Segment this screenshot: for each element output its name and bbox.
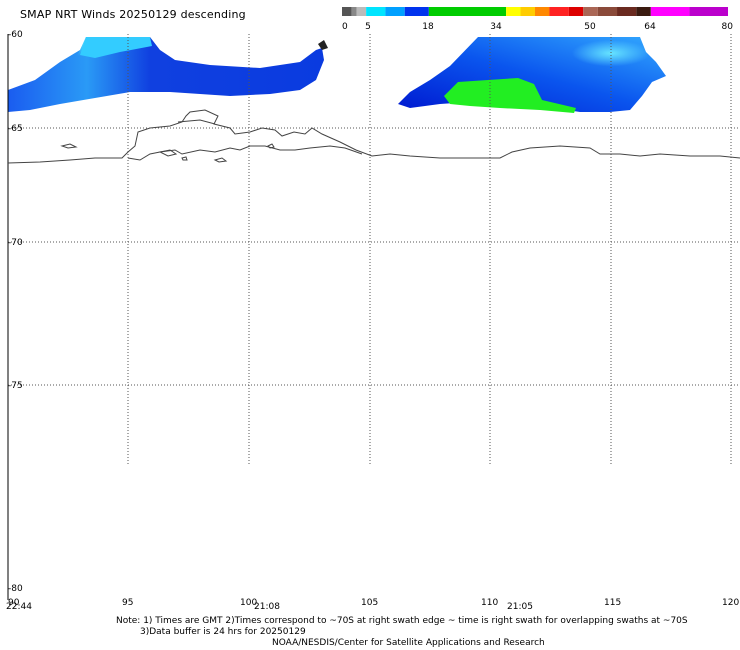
lat-label-75: -75 — [8, 381, 23, 391]
lon-label-105: 105 — [361, 598, 378, 608]
colorbar-segment — [351, 7, 357, 16]
colorbar-tick-label: 5 — [365, 22, 371, 32]
colorbar-segment — [535, 7, 550, 16]
lat-label-70: -70 — [8, 238, 23, 248]
wind-swath-left — [8, 37, 324, 112]
swath-time-label: 21:05 — [507, 602, 533, 612]
lon-label-95: 95 — [122, 598, 133, 608]
swath-time-label: 21:08 — [254, 602, 280, 612]
colorbar-tick-label: 50 — [584, 22, 596, 32]
lat-label-65: -65 — [8, 124, 23, 134]
note-line-1: Note: 1) Times are GMT 2)Times correspon… — [116, 616, 688, 626]
note-line-2: 3)Data buffer is 24 hrs for 20250129 — [140, 627, 306, 637]
colorbar-segment — [506, 7, 521, 16]
colorbar-segment — [617, 7, 637, 16]
colorbar-tick-label: 0 — [342, 22, 348, 32]
lon-label-110: 110 — [481, 598, 498, 608]
colorbar-segment — [636, 7, 651, 16]
wind-speed-colorbar: 0 5 18 34 50 64 80 — [342, 7, 734, 32]
page-title: SMAP NRT Winds 20250129 descending — [20, 8, 246, 21]
lat-label-60: -60 — [8, 30, 23, 40]
colorbar-tick-label: 18 — [422, 22, 434, 32]
lon-label-120: 120 — [722, 598, 739, 608]
wind-swath-green — [444, 78, 576, 113]
colorbar-segment — [404, 7, 429, 16]
colorbar-tick-label: 34 — [490, 22, 502, 32]
colorbar-segment — [428, 7, 507, 16]
colorbar-segment — [568, 7, 584, 16]
colorbar-segment — [342, 7, 352, 16]
swath-time-label: 22:44 — [6, 602, 32, 612]
antarctic-coastline — [7, 109, 740, 164]
colorbar-segment — [597, 7, 618, 16]
colorbar-segment — [583, 7, 598, 16]
colorbar-segment — [689, 7, 728, 16]
lat-label-80: -80 — [8, 584, 23, 594]
colorbar-segment — [520, 7, 535, 16]
lon-label-115: 115 — [604, 598, 621, 608]
colorbar-segment — [385, 7, 405, 16]
colorbar-tick-label: 64 — [644, 22, 656, 32]
lon-label-90: 90 — [8, 598, 20, 608]
lon-label-100: 100 — [240, 598, 257, 608]
colorbar-tick-label: 80 — [722, 22, 734, 32]
colorbar-segment — [356, 7, 367, 16]
colorbar-segment — [366, 7, 386, 16]
note-line-3: NOAA/NESDIS/Center for Satellite Applica… — [272, 638, 545, 648]
colorbar-segment — [650, 7, 690, 16]
colorbar-segment — [549, 7, 569, 16]
graticule — [8, 34, 740, 464]
